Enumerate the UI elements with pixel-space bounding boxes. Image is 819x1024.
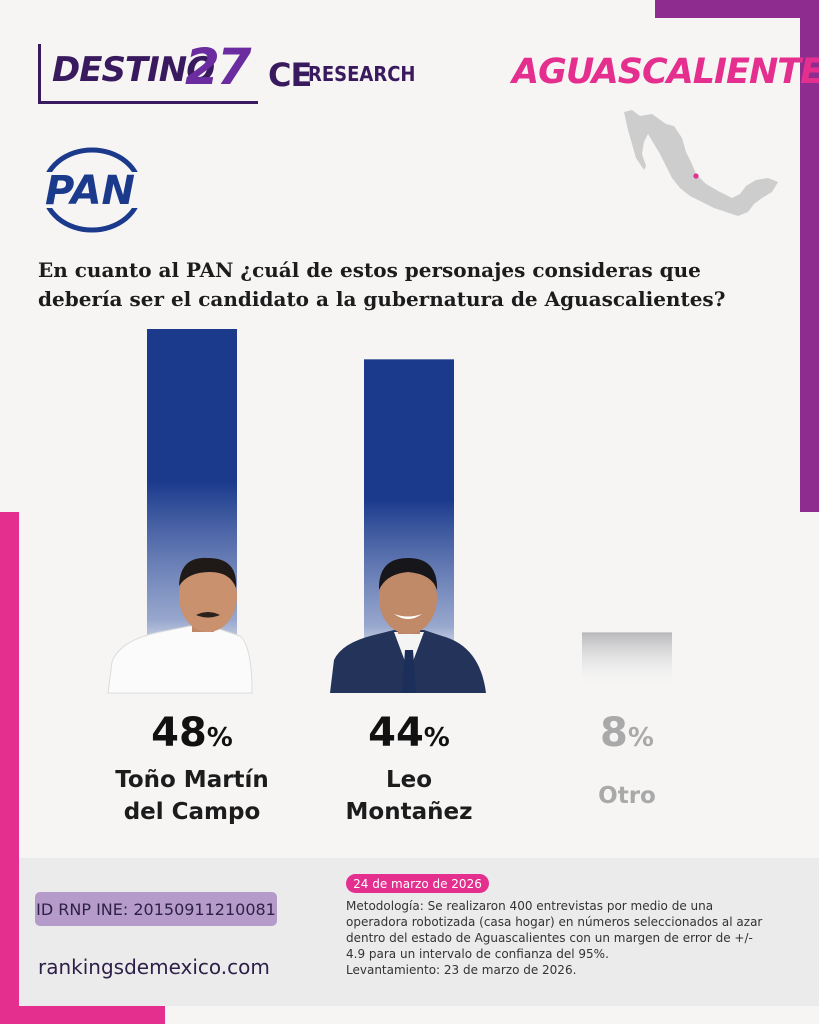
category-label-3: Otro <box>507 780 747 812</box>
value-label-1: 48% <box>151 710 233 756</box>
methodology-body: Metodología: Se realizaron 400 entrevist… <box>346 899 763 961</box>
portrait-leo <box>330 558 486 693</box>
pan-logo-text: PAN <box>45 168 135 214</box>
brand-number: 27 <box>185 38 252 96</box>
pan-logo: PAN <box>36 147 144 233</box>
survey-question: En cuanto al PAN ¿cuál de estos personaj… <box>38 258 726 311</box>
bar-chart <box>107 329 672 694</box>
website-link[interactable]: rankingsdemexico.com <box>38 955 270 979</box>
brand-destino: DESTINO <box>52 50 215 90</box>
category-label-2: Leo Montañez <box>289 764 529 828</box>
mexico-map-icon <box>624 110 778 216</box>
category-label-1-line-1: Toño Martín <box>115 767 269 793</box>
brand-ce: CE <box>268 56 312 94</box>
frame-bar-bottom-left <box>0 1006 165 1024</box>
portrait-tono <box>107 557 253 694</box>
frame-bar-right <box>800 0 819 512</box>
frame-bar-top-right <box>655 0 819 18</box>
value-label-3: 8% <box>600 710 654 756</box>
rnp-id-badge: ID RNP INE: 2015091121008​1 <box>35 892 277 926</box>
brand-research: RESEARCH <box>308 62 416 86</box>
bar-3 <box>582 632 672 693</box>
value-label-2: 44% <box>368 710 450 756</box>
state-title: AGUASCALIENTES <box>512 52 819 92</box>
category-label-2-line-2: Montañez <box>345 799 473 825</box>
brand-frame <box>38 44 258 104</box>
fieldwork-date: Levantamiento: 23 de marzo de 2026. <box>346 963 577 977</box>
category-label-3-line-1: Otro <box>598 783 656 809</box>
category-label-2-line-1: Leo <box>385 767 433 793</box>
frame-bar-left <box>0 512 19 1024</box>
date-badge: 24 de marzo de 2026 <box>346 874 489 893</box>
methodology-text: Metodología: Se realizaron 400 entrevist… <box>346 898 766 978</box>
category-label-1-line-2: del Campo <box>123 799 261 825</box>
category-label-1: Toño Martín del Campo <box>72 764 312 828</box>
